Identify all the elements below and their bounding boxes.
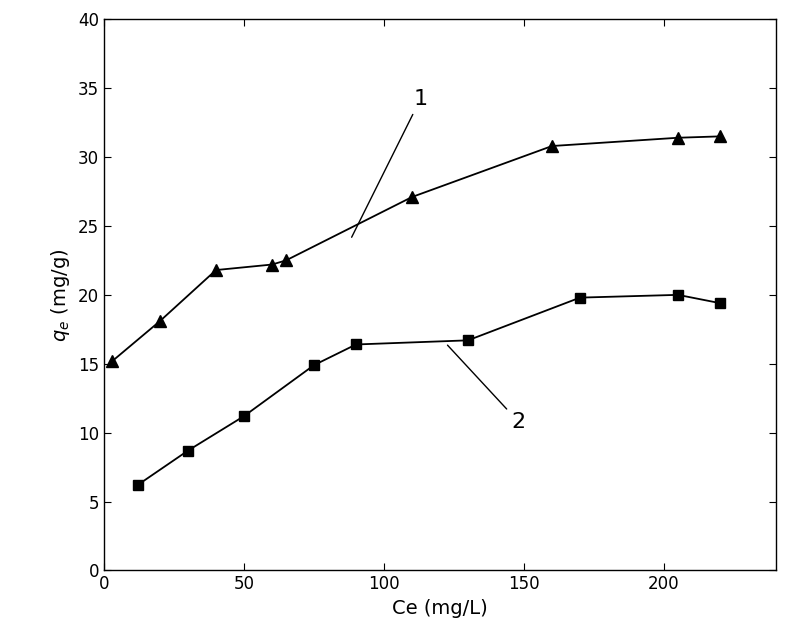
Text: 1: 1 <box>352 89 427 237</box>
Text: 2: 2 <box>447 345 526 431</box>
X-axis label: Ce (mg/L): Ce (mg/L) <box>392 599 488 618</box>
Y-axis label: $q_e$ (mg/g): $q_e$ (mg/g) <box>50 248 73 342</box>
